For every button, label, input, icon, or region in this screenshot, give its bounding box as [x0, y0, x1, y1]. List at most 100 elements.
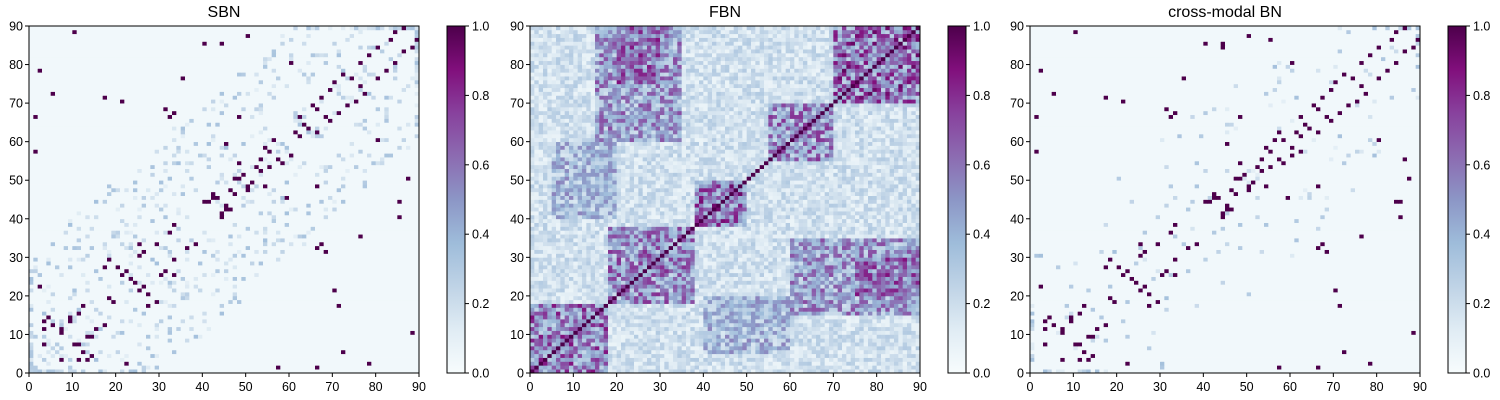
heatmap-cell: [116, 292, 121, 296]
heatmap-cell: [220, 250, 225, 254]
heatmap-cell: [215, 296, 220, 300]
heatmap-cell: [306, 196, 311, 200]
heatmap-cell: [150, 288, 155, 292]
heatmap-cell: [163, 273, 168, 277]
heatmap-cell: [68, 250, 73, 254]
heatmap-cell: [116, 184, 121, 188]
heatmap-cell: [159, 269, 164, 273]
heatmap-cell: [189, 215, 194, 219]
heatmap-cell: [194, 211, 199, 215]
heatmap-cell: [384, 365, 389, 369]
heatmap-cell: [380, 196, 385, 200]
heatmap-cell: [350, 327, 355, 331]
heatmap-cell: [358, 327, 363, 331]
heatmap-cell: [324, 211, 329, 215]
heatmap-cell: [129, 280, 134, 284]
heatmap-cell: [33, 203, 38, 207]
heatmap-cell: [363, 192, 368, 196]
heatmap-cell: [133, 226, 138, 230]
heatmap-cell: [272, 327, 277, 331]
heatmap-cell: [202, 226, 207, 230]
heatmap-cell: [68, 192, 73, 196]
heatmap-cell: [33, 184, 38, 188]
heatmap-cell: [103, 234, 108, 238]
heatmap-cell: [410, 165, 415, 169]
heatmap-cell: [389, 196, 394, 200]
heatmap-cell: [51, 173, 56, 177]
heatmap-cell: [72, 327, 77, 331]
heatmap-cell: [198, 223, 203, 227]
heatmap-cell: [207, 169, 212, 173]
heatmap-cell: [220, 226, 225, 230]
heatmap-cell: [358, 180, 363, 184]
heatmap-cell: [133, 354, 138, 358]
heatmap-cell: [202, 327, 207, 331]
heatmap-cell: [29, 365, 34, 369]
heatmap-cell: [103, 365, 108, 369]
heatmap-cell: [98, 327, 103, 331]
heatmap-cell: [337, 207, 342, 211]
heatmap-cell: [311, 180, 316, 184]
heatmap-cell: [276, 184, 281, 188]
heatmap-cell: [116, 311, 121, 315]
heatmap-cell: [272, 192, 277, 196]
heatmap-cell: [120, 196, 125, 200]
heatmap-cell: [311, 311, 316, 315]
heatmap-cell: [380, 323, 385, 327]
heatmap-cell: [328, 192, 333, 196]
heatmap-cell: [311, 296, 316, 300]
heatmap-cell: [224, 315, 229, 319]
heatmap-cell: [410, 354, 415, 358]
heatmap-cell: [150, 192, 155, 196]
heatmap-cell: [402, 361, 407, 365]
heatmap-cell: [337, 319, 342, 323]
heatmap-cell: [345, 346, 350, 350]
heatmap-cell: [59, 250, 64, 254]
heatmap-cell: [254, 327, 259, 331]
heatmap-cell: [46, 219, 51, 223]
heatmap-cell: [172, 161, 177, 165]
heatmap-cell: [350, 365, 355, 369]
heatmap-cell: [280, 165, 285, 169]
heatmap-cell: [345, 226, 350, 230]
heatmap-cell: [319, 288, 324, 292]
heatmap-cell: [276, 161, 281, 165]
heatmap-cell: [159, 215, 164, 219]
heatmap-cell: [198, 350, 203, 354]
heatmap-cell: [254, 196, 259, 200]
heatmap-cell: [380, 300, 385, 304]
heatmap-cell: [159, 354, 164, 358]
heatmap-cell: [354, 161, 359, 165]
heatmap-cell: [250, 188, 255, 192]
heatmap-cell: [324, 180, 329, 184]
heatmap-cell: [120, 280, 125, 284]
heatmap-cell: [293, 331, 298, 335]
heatmap-cell: [68, 361, 73, 365]
heatmap-cell: [384, 165, 389, 169]
heatmap-cell: [272, 354, 277, 358]
heatmap-cell: [202, 273, 207, 277]
heatmap-cell: [137, 361, 142, 365]
heatmap-cell: [363, 161, 368, 165]
heatmap-cell: [280, 331, 285, 335]
heatmap-cell: [155, 230, 160, 234]
heatmap-cell: [384, 200, 389, 204]
heatmap-cell: [159, 200, 164, 204]
heatmap-cell: [410, 304, 415, 308]
heatmap-cell: [81, 327, 86, 331]
heatmap-cell: [29, 192, 34, 196]
heatmap-cell: [376, 292, 381, 296]
heatmap-cell: [302, 307, 307, 311]
heatmap-cell: [354, 327, 359, 331]
heatmap-cell: [259, 304, 264, 308]
heatmap-cell: [319, 238, 324, 242]
heatmap-cell: [189, 300, 194, 304]
heatmap-cell: [159, 169, 164, 173]
heatmap-cell: [215, 269, 220, 273]
heatmap-cell: [237, 277, 242, 281]
heatmap-cell: [367, 176, 372, 180]
heatmap-cell: [315, 215, 320, 219]
heatmap-cell: [168, 346, 173, 350]
heatmap-cell: [46, 184, 51, 188]
heatmap-cell: [29, 165, 34, 169]
